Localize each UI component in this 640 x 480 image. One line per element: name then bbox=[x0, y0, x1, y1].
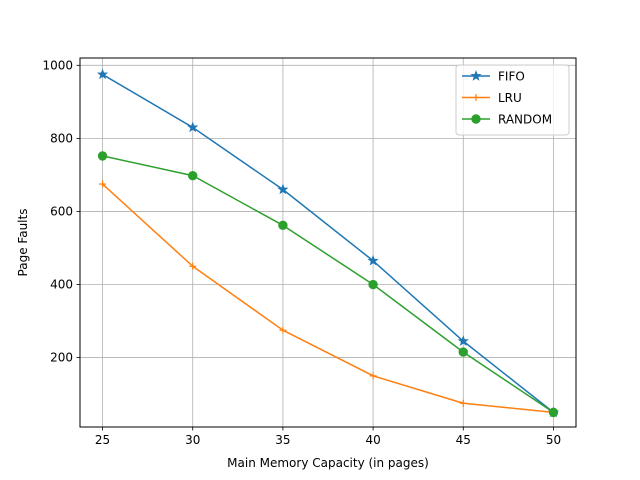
data-point-lru bbox=[369, 372, 377, 380]
x-tick-label: 45 bbox=[456, 433, 471, 447]
legend-marker-random bbox=[471, 114, 481, 124]
data-point-fifo bbox=[277, 183, 289, 195]
legend-label-random: RANDOM bbox=[498, 113, 552, 127]
data-point-random bbox=[458, 347, 468, 357]
legend-item-random: RANDOM bbox=[462, 113, 552, 127]
data-point-fifo bbox=[96, 68, 109, 80]
legend-box bbox=[455, 64, 570, 136]
y-axis-label: Page Faults bbox=[16, 209, 30, 277]
data-point-random bbox=[188, 170, 198, 181]
series-lru bbox=[99, 180, 557, 416]
legend-marker-fifo bbox=[470, 70, 482, 81]
data-point-lru bbox=[99, 180, 107, 188]
data-point-fifo bbox=[367, 254, 379, 266]
series-line-fifo bbox=[102, 73, 554, 413]
data-point-random bbox=[548, 407, 559, 418]
x-tick-label: 40 bbox=[365, 433, 380, 447]
x-tick-label: 50 bbox=[546, 433, 561, 447]
legend-label-fifo: FIFO bbox=[498, 70, 525, 84]
data-point-fifo bbox=[457, 335, 469, 346]
series-layer bbox=[96, 68, 560, 418]
y-tick-label: 1000 bbox=[42, 58, 73, 72]
data-point-lru bbox=[459, 399, 467, 407]
series-fifo bbox=[96, 68, 560, 418]
axis-ticks: 25 30 35 40 45 50 200 400 600 800 1000 bbox=[42, 58, 561, 447]
series-random bbox=[97, 151, 559, 418]
series-line-random bbox=[102, 155, 554, 414]
data-point-fifo bbox=[187, 121, 199, 133]
y-tick-label: 400 bbox=[50, 278, 73, 292]
y-tick-label: 200 bbox=[50, 351, 73, 365]
data-point-lru bbox=[189, 262, 197, 270]
legend-item-lru: LRU bbox=[462, 91, 522, 105]
data-point-random bbox=[278, 220, 288, 231]
y-tick-label: 800 bbox=[50, 131, 73, 145]
legend-label-lru: LRU bbox=[498, 91, 522, 105]
data-point-random bbox=[368, 279, 378, 290]
x-tick-label: 25 bbox=[95, 433, 110, 447]
x-tick-label: 30 bbox=[185, 433, 200, 447]
x-axis-label: Main Memory Capacity (in pages) bbox=[227, 456, 429, 470]
data-point-random bbox=[97, 151, 108, 161]
data-point-lru bbox=[279, 326, 287, 334]
plot-frame bbox=[79, 57, 577, 428]
legend-item-fifo: FIFO bbox=[462, 70, 525, 84]
series-line-lru bbox=[102, 183, 554, 414]
y-tick-label: 600 bbox=[50, 204, 73, 218]
x-tick-label: 35 bbox=[275, 433, 290, 447]
legend-marker-lru bbox=[472, 94, 480, 101]
legend: FIFO LRU RANDOM bbox=[455, 64, 570, 136]
